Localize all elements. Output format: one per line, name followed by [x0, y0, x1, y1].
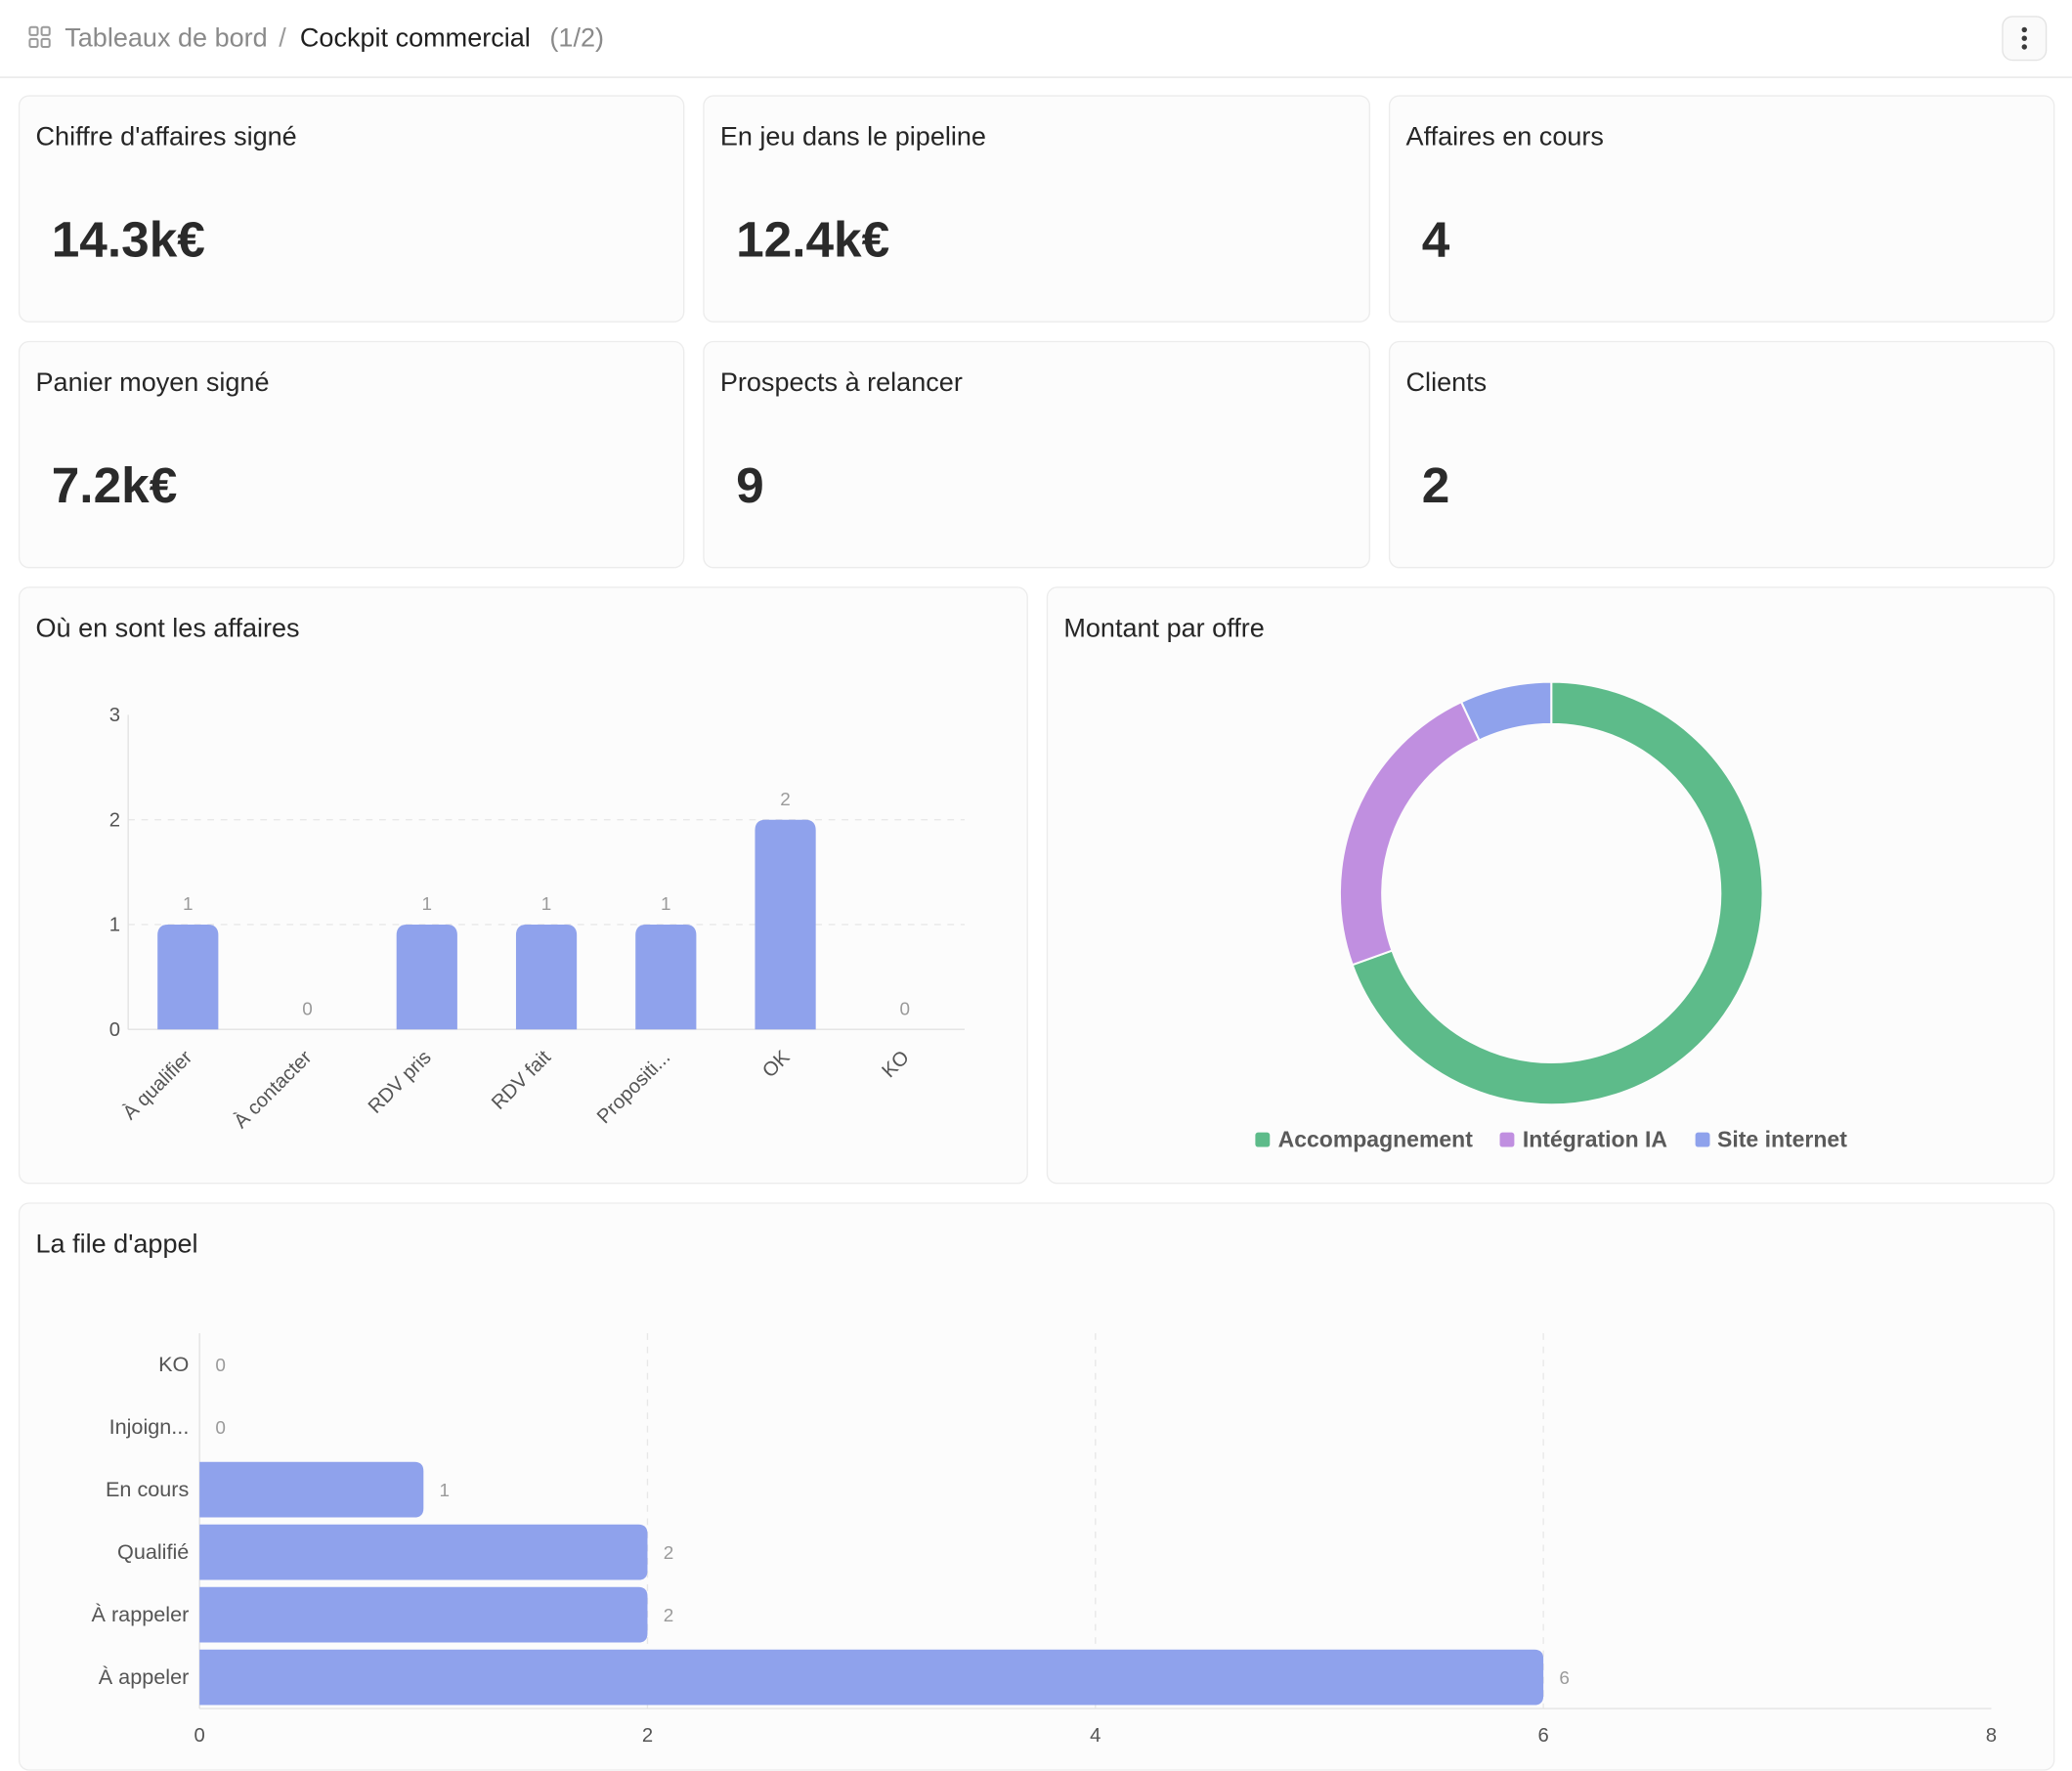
bar-value-label: 0 [302, 999, 313, 1019]
dashboard-icon [28, 25, 51, 49]
bar [515, 924, 578, 1030]
bar-value-label: 1 [440, 1481, 451, 1501]
x-tick-label: 4 [1090, 1725, 1101, 1747]
kpi-value: 9 [736, 458, 764, 514]
bar-value-label: 6 [1559, 1668, 1570, 1689]
x-tick-label: 0 [194, 1725, 205, 1747]
bar-value-label: 0 [215, 1356, 226, 1376]
bar-value-label: 1 [541, 894, 552, 915]
bar [199, 1461, 424, 1518]
kpi-label: En jeu dans le pipeline [719, 122, 986, 152]
chart-title: Où en sont les affaires [35, 614, 300, 644]
kpi-value: 4 [1421, 212, 1450, 269]
breadcrumb-current: Cockpit commercial [299, 23, 531, 54]
legend-item-accompagnement[interactable]: Accompagnement [1255, 1127, 1473, 1153]
bar-value-label: 1 [661, 894, 671, 915]
y-tick-label: En cours [106, 1477, 190, 1501]
donut-legend: Accompagnement Intégration IA Site inter… [1048, 1127, 2054, 1153]
top-bar: Tableaux de bord / Cockpit commercial (1… [0, 0, 2072, 78]
x-tick-label: 8 [1986, 1725, 1997, 1747]
kpi-label: Clients [1405, 368, 1488, 398]
x-tick-label: RDV pris [365, 1047, 436, 1118]
kpi-card-prospects-to-follow-up: Prospects à relancer 9 [703, 340, 1371, 569]
legend-item-integration-ia[interactable]: Intégration IA [1499, 1127, 1667, 1153]
bar-value-label: 0 [900, 999, 911, 1019]
offer-donut-chart [1338, 680, 1764, 1106]
call-queue-bar-chart: 0 2 4 6 8 KO 0 Injoign... 0 En cours 1 Qualifié 2 À r… [92, 1333, 1997, 1747]
kpi-value: 2 [1421, 458, 1450, 514]
breadcrumb-parent[interactable]: Tableaux de bord [65, 23, 268, 54]
kpi-value: 7.2k€ [51, 458, 178, 514]
x-tick-label: OK [758, 1047, 795, 1083]
legend-item-site-internet[interactable]: Site internet [1695, 1127, 1847, 1153]
more-vertical-icon [2021, 26, 2027, 50]
kpi-card-deals-in-progress: Affaires en cours 4 [1388, 95, 2055, 323]
y-tick-label: À rappeler [92, 1602, 190, 1626]
y-tick-label: Qualifié [117, 1539, 189, 1564]
bar-value-label: 1 [422, 894, 433, 915]
bar-value-label: 2 [664, 1606, 674, 1626]
bar [157, 924, 219, 1030]
breadcrumb-separator: / [279, 23, 286, 54]
chart-title: Montant par offre [1063, 614, 1265, 644]
x-tick-label: 6 [1537, 1725, 1548, 1747]
pipeline-chart-card: Où en sont les affaires 0 1 2 3 1 À qualifier… [18, 586, 1028, 1185]
kpi-card-pipeline: En jeu dans le pipeline 12.4k€ [703, 95, 1371, 323]
kpi-value: 14.3k€ [51, 212, 205, 269]
kpi-label: Affaires en cours [1405, 122, 1604, 152]
donut-slice [1351, 680, 1764, 1106]
donut-slice [1459, 680, 1553, 742]
bar [199, 1649, 1544, 1706]
chart-title: La file d'appel [35, 1230, 198, 1260]
kpi-card-average-basket: Panier moyen signé 7.2k€ [18, 340, 685, 569]
y-tick-label: 1 [109, 915, 120, 936]
page-indicator: (1/2) [549, 23, 605, 54]
y-tick-label: 3 [109, 705, 120, 726]
bar [635, 924, 697, 1030]
y-tick-label: KO [158, 1352, 189, 1376]
bar-value-label: 2 [780, 790, 791, 810]
offer-chart-card: Montant par offre Accompagnement Intégra… [1046, 586, 2055, 1185]
x-tick-label: Propositi... [593, 1047, 674, 1128]
kpi-card-clients: Clients 2 [1388, 340, 2055, 569]
bar-value-label: 2 [664, 1543, 674, 1564]
kpi-card-revenue-signed: Chiffre d'affaires signé 14.3k€ [18, 95, 685, 323]
kpi-label: Prospects à relancer [719, 368, 963, 398]
more-options-button[interactable] [2002, 16, 2048, 62]
x-tick-label: 2 [642, 1725, 653, 1747]
kpi-value: 12.4k€ [736, 212, 890, 269]
kpi-label: Chiffre d'affaires signé [35, 122, 297, 152]
kpi-label: Panier moyen signé [35, 368, 270, 398]
bar [199, 1586, 648, 1643]
bar-value-label: 1 [183, 894, 194, 915]
x-tick-label: KO [879, 1047, 914, 1082]
y-tick-label: Injoign... [109, 1414, 190, 1439]
donut-slice [1338, 700, 1481, 967]
y-tick-label: 0 [109, 1019, 120, 1041]
x-tick-label: À contacter [230, 1046, 317, 1133]
bar [755, 819, 816, 1030]
bar-value-label: 0 [215, 1418, 226, 1439]
bar [396, 924, 457, 1030]
bar [199, 1524, 648, 1580]
pipeline-bar-chart: 0 1 2 3 1 À qualifier 0 À contacter 1 RDV pris 1 RD… [109, 705, 965, 1133]
x-tick-label: RDV fait [488, 1047, 555, 1114]
y-tick-label: À appeler [99, 1664, 190, 1689]
call-queue-chart-card: La file d'appel 0 2 4 6 8 KO 0 Injoign... 0 En co… [18, 1202, 2055, 1771]
y-tick-label: 2 [109, 809, 120, 831]
x-tick-label: À qualifier [118, 1046, 196, 1124]
